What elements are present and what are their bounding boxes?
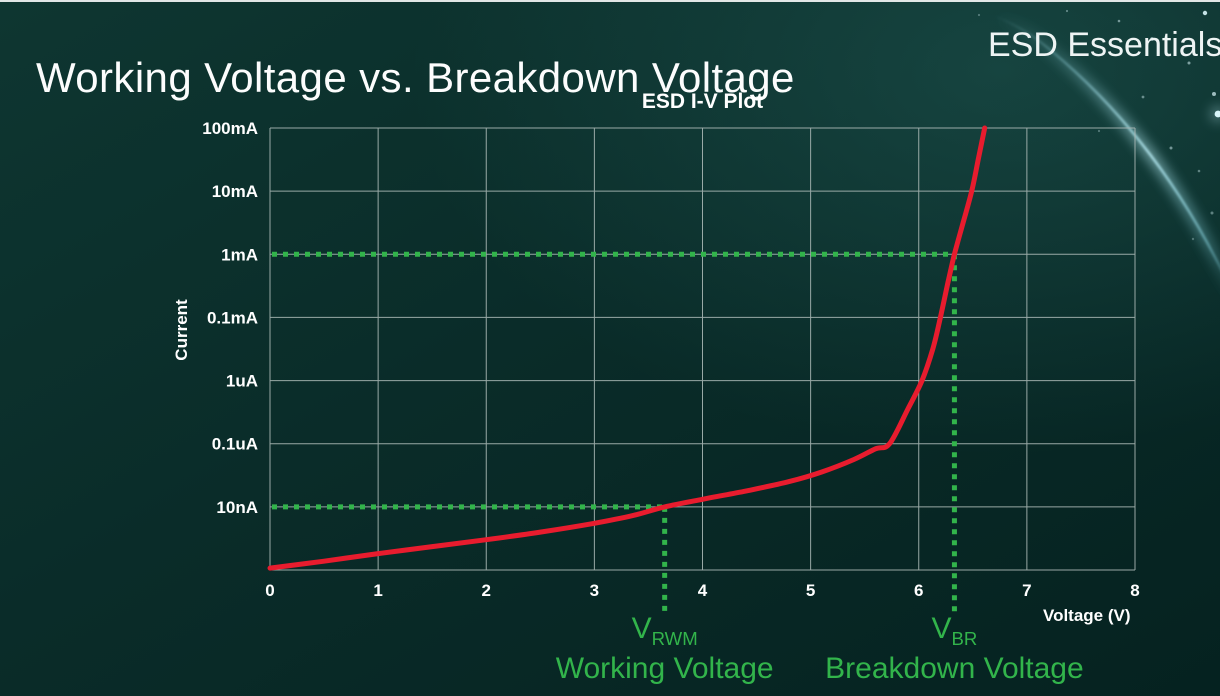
page-title: Working Voltage vs. Breakdown Voltage <box>36 54 795 102</box>
vrwm-symbol: VRWM <box>556 614 774 649</box>
vbr-symbol: VBR <box>825 614 1084 649</box>
breakdown-voltage-label: VBR Breakdown Voltage <box>825 614 1084 684</box>
svg-text:8: 8 <box>1130 581 1139 600</box>
x-axis-label: Voltage (V) <box>1043 606 1131 625</box>
light-streak <box>951 0 1220 276</box>
svg-text:5: 5 <box>806 581 815 600</box>
vbr-symbol-letter: V <box>931 612 952 645</box>
iv-curve <box>267 125 988 571</box>
breakdown-voltage-caption: Breakdown Voltage <box>825 651 1084 685</box>
sparkle-dots <box>977 9 1220 241</box>
top-edge-line <box>0 0 1220 2</box>
svg-text:4: 4 <box>698 581 708 600</box>
vrwm-symbol-subscript: RWM <box>651 628 698 649</box>
svg-text:1: 1 <box>373 581 382 600</box>
svg-text:100mA: 100mA <box>202 119 258 138</box>
y-axis-label: Current <box>172 299 191 361</box>
working-voltage-label: VRWM Working Voltage <box>556 614 774 684</box>
svg-text:0: 0 <box>265 581 274 600</box>
svg-text:10mA: 10mA <box>212 182 258 201</box>
working-voltage-caption: Working Voltage <box>555 651 774 685</box>
vrwm-symbol-letter: V <box>631 612 652 645</box>
chart-title: ESD I-V Plot <box>641 90 764 113</box>
svg-text:10nA: 10nA <box>216 498 258 517</box>
svg-text:6: 6 <box>914 581 923 600</box>
vbr-symbol-subscript: BR <box>951 628 978 649</box>
svg-text:1uA: 1uA <box>226 372 258 391</box>
svg-text:3: 3 <box>590 581 599 600</box>
svg-text:1mA: 1mA <box>221 245 258 264</box>
annotation-dotted-lines <box>272 251 957 612</box>
brand-text: ESD Essentials <box>988 26 1220 64</box>
svg-text:0.1mA: 0.1mA <box>207 308 258 327</box>
svg-text:2: 2 <box>482 581 491 600</box>
svg-text:7: 7 <box>1022 581 1031 600</box>
svg-text:0.1uA: 0.1uA <box>212 435 258 454</box>
tick-labels: 100mA 10mA 1mA 0.1mA 1uA 0.1uA 10nA 0 1 2 3 4 5 6 7 8 <box>202 119 1140 600</box>
grid-lines <box>269 127 1136 571</box>
